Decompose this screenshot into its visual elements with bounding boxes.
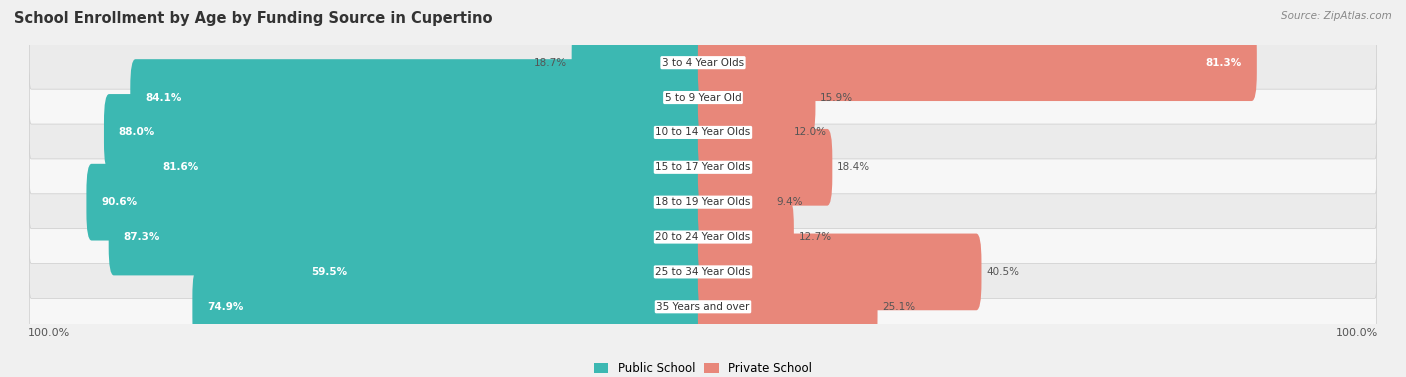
Text: 20 to 24 Year Olds: 20 to 24 Year Olds bbox=[655, 232, 751, 242]
Text: 90.6%: 90.6% bbox=[101, 197, 138, 207]
FancyBboxPatch shape bbox=[86, 164, 709, 241]
Text: Source: ZipAtlas.com: Source: ZipAtlas.com bbox=[1281, 11, 1392, 21]
Text: 74.9%: 74.9% bbox=[207, 302, 243, 312]
FancyBboxPatch shape bbox=[697, 59, 815, 136]
FancyBboxPatch shape bbox=[193, 268, 709, 345]
FancyBboxPatch shape bbox=[30, 141, 1376, 194]
FancyBboxPatch shape bbox=[297, 234, 709, 310]
FancyBboxPatch shape bbox=[30, 280, 1376, 333]
FancyBboxPatch shape bbox=[30, 245, 1376, 299]
FancyBboxPatch shape bbox=[572, 24, 709, 101]
Text: 100.0%: 100.0% bbox=[28, 328, 70, 338]
Text: 3 to 4 Year Olds: 3 to 4 Year Olds bbox=[662, 58, 744, 68]
FancyBboxPatch shape bbox=[104, 94, 709, 171]
Text: 10 to 14 Year Olds: 10 to 14 Year Olds bbox=[655, 127, 751, 138]
Text: 59.5%: 59.5% bbox=[311, 267, 347, 277]
Text: 100.0%: 100.0% bbox=[1336, 328, 1378, 338]
FancyBboxPatch shape bbox=[697, 24, 1257, 101]
Text: 15.9%: 15.9% bbox=[820, 92, 853, 103]
Text: 84.1%: 84.1% bbox=[145, 92, 181, 103]
Text: 12.0%: 12.0% bbox=[793, 127, 827, 138]
FancyBboxPatch shape bbox=[30, 176, 1376, 229]
Text: School Enrollment by Age by Funding Source in Cupertino: School Enrollment by Age by Funding Sour… bbox=[14, 11, 492, 26]
Legend: Public School, Private School: Public School, Private School bbox=[589, 357, 817, 377]
Text: 12.7%: 12.7% bbox=[799, 232, 831, 242]
FancyBboxPatch shape bbox=[697, 94, 789, 171]
Text: 18.4%: 18.4% bbox=[837, 162, 870, 172]
Text: 25 to 34 Year Olds: 25 to 34 Year Olds bbox=[655, 267, 751, 277]
FancyBboxPatch shape bbox=[108, 199, 709, 275]
FancyBboxPatch shape bbox=[30, 210, 1376, 264]
Text: 81.3%: 81.3% bbox=[1206, 58, 1241, 68]
FancyBboxPatch shape bbox=[697, 129, 832, 206]
Text: 25.1%: 25.1% bbox=[882, 302, 915, 312]
FancyBboxPatch shape bbox=[697, 199, 794, 275]
Text: 35 Years and over: 35 Years and over bbox=[657, 302, 749, 312]
Text: 5 to 9 Year Old: 5 to 9 Year Old bbox=[665, 92, 741, 103]
FancyBboxPatch shape bbox=[697, 234, 981, 310]
FancyBboxPatch shape bbox=[148, 129, 709, 206]
FancyBboxPatch shape bbox=[697, 268, 877, 345]
Text: 87.3%: 87.3% bbox=[124, 232, 160, 242]
Text: 9.4%: 9.4% bbox=[776, 197, 803, 207]
FancyBboxPatch shape bbox=[697, 164, 772, 241]
Text: 81.6%: 81.6% bbox=[162, 162, 198, 172]
Text: 88.0%: 88.0% bbox=[118, 127, 155, 138]
FancyBboxPatch shape bbox=[131, 59, 709, 136]
FancyBboxPatch shape bbox=[30, 36, 1376, 89]
FancyBboxPatch shape bbox=[30, 71, 1376, 124]
FancyBboxPatch shape bbox=[30, 106, 1376, 159]
Text: 40.5%: 40.5% bbox=[986, 267, 1019, 277]
Text: 18 to 19 Year Olds: 18 to 19 Year Olds bbox=[655, 197, 751, 207]
Text: 18.7%: 18.7% bbox=[534, 58, 567, 68]
Text: 15 to 17 Year Olds: 15 to 17 Year Olds bbox=[655, 162, 751, 172]
